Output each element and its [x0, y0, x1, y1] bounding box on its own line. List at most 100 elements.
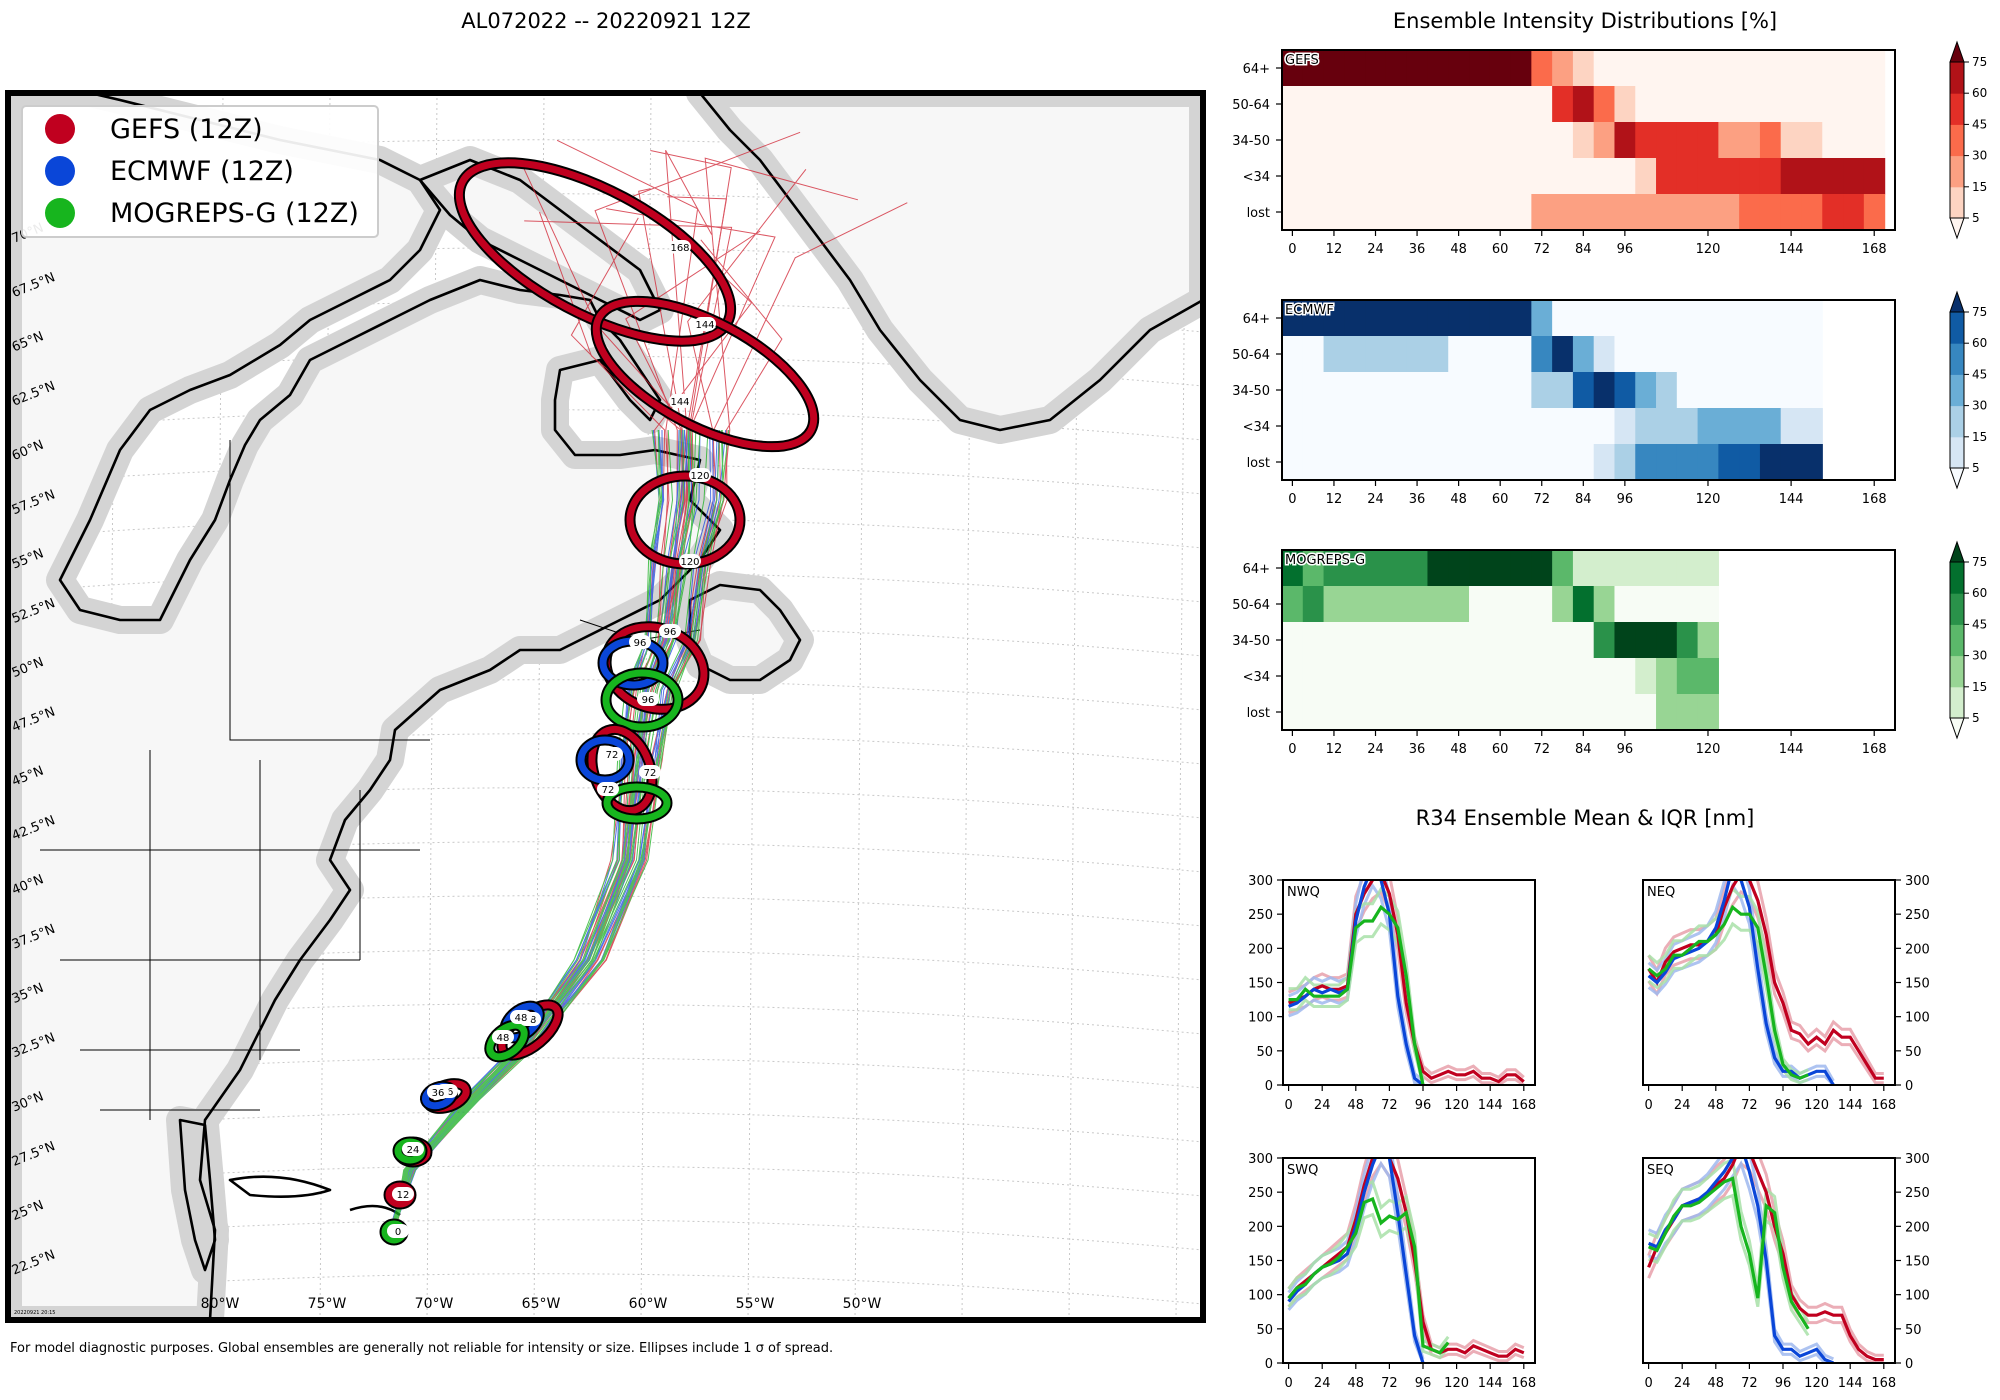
heatmap-cell: [1759, 372, 1782, 409]
mean-line-ecmwf: [1287, 880, 1425, 1085]
heatmap-mogrepsg: MOGREPS-G 64+ 50-64 34-50 <34 lost 0 12 24 36 48 60…: [1232, 540, 1987, 757]
y-tick-label: 100: [1905, 1011, 1930, 1026]
heatmap-cell: [1552, 86, 1574, 123]
heatmap-cell: [1323, 586, 1345, 623]
timestamp-stamp: 20220921 20:15: [14, 1310, 55, 1316]
heatmap-cell: [1427, 586, 1449, 623]
row-label: <34: [1243, 170, 1270, 185]
colorbar-tick-label: 15: [1972, 680, 1987, 694]
heatmap-cell: [1593, 586, 1616, 623]
heatmap-cell: [1676, 444, 1699, 481]
x-tick-label: 36: [1409, 242, 1426, 257]
heatmap-cell: [1572, 550, 1595, 587]
r34-series-group: [1647, 1158, 1884, 1363]
x-tick-label: 48: [1348, 1098, 1365, 1113]
lon-label: 50°W: [843, 1296, 882, 1312]
heatmap-cell: [1739, 122, 1761, 159]
x-tick-label: 12: [1326, 742, 1343, 757]
y-tick-label: 100: [1905, 1289, 1930, 1304]
x-tick-label: 36: [1409, 742, 1426, 757]
heatmap-cell: [1759, 408, 1782, 445]
tau-label-bg: [492, 1030, 514, 1044]
heatmap-cell: [1780, 194, 1803, 231]
tau-label: 144: [695, 320, 714, 331]
heatmap-cell: [1614, 336, 1636, 373]
heatmap-cell: [1614, 586, 1636, 623]
heatmap-cell: [1635, 336, 1657, 373]
colorbar-segment: [1950, 93, 1964, 125]
r34-chart-title: SWQ: [1287, 1163, 1318, 1178]
heatmap-cell: [1406, 300, 1429, 337]
heatmap-cell: [1323, 694, 1345, 731]
x-tick-label: 24: [1367, 742, 1384, 757]
map-legend: GEFS (12Z) ECMWF (12Z) MOGREPS-G (12Z): [21, 105, 379, 238]
heatmap-cell: [1344, 550, 1366, 587]
heatmap-cell: [1780, 336, 1803, 373]
heatmap-cell: [1406, 372, 1429, 409]
heatmap-cell: [1635, 586, 1657, 623]
heatmap-cell: [1780, 444, 1803, 481]
heatmap-cell: [1385, 50, 1408, 87]
tau-label-bg: [427, 1085, 449, 1099]
heatmap-cell: [1614, 194, 1636, 231]
y-tick-label: 200: [1905, 1220, 1930, 1235]
heatmap-cell: [1282, 300, 1304, 337]
heatmap-cell: [1676, 550, 1699, 587]
x-tick-label: 24: [1674, 1098, 1691, 1113]
colorbar-segment: [1950, 374, 1964, 407]
tau-label-bg: [510, 1010, 532, 1024]
r34-series-group: [1647, 880, 1884, 1085]
heatmap-cell: [1656, 50, 1678, 87]
heatmap-cell: [1365, 194, 1387, 231]
heatmap-cell: [1282, 122, 1304, 159]
heatmap-cell: [1448, 300, 1470, 337]
heatmap-cell: [1282, 550, 1304, 587]
heatmap-cell: [1365, 586, 1387, 623]
x-tick-label: 144: [1478, 1376, 1503, 1391]
tau-label-bg: [679, 554, 701, 568]
heatmap-cell: [1302, 372, 1325, 409]
heatmap-cell: [1552, 550, 1574, 587]
row-label: 64+: [1243, 62, 1270, 77]
track-line: [393, 429, 724, 1233]
heatmap-cell: [1593, 122, 1616, 159]
heatmap-cell: [1552, 194, 1574, 231]
heatmap-cell: [1448, 86, 1470, 123]
heatmap-cell: [1531, 408, 1553, 445]
heatmap-cell: [1635, 550, 1657, 587]
heatmap-cell: [1365, 622, 1387, 659]
heatmap-cell: [1427, 336, 1449, 373]
heatmap-cell: [1552, 694, 1574, 731]
x-tick-label: 72: [1533, 242, 1550, 257]
heatmap-cell: [1801, 86, 1823, 123]
heatmap-cell: [1801, 300, 1823, 337]
heatmap-cell: [1739, 372, 1761, 409]
heatmap-cell: [1448, 122, 1470, 159]
heatmap-cell: [1572, 694, 1595, 731]
tau-label: 168: [670, 243, 689, 254]
x-tick-label: 60: [1492, 492, 1509, 507]
heatmap-cell: [1489, 408, 1512, 445]
heatmap-cell: [1282, 622, 1304, 659]
x-tick-label: 84: [1575, 492, 1592, 507]
heatmap-cell: [1344, 300, 1366, 337]
colorbar-segment: [1950, 312, 1964, 344]
heatmap-cell: [1469, 194, 1491, 231]
colorbar-extend-min: [1949, 217, 1965, 240]
heatmap-cell: [1427, 372, 1449, 409]
heatmap-cell: [1385, 372, 1408, 409]
tau-label: 144: [670, 397, 689, 408]
heatmap-cell: [1635, 194, 1657, 231]
heatmap-cell: [1759, 158, 1782, 195]
r34-chart-swq: SWQ 0 24 48 72 96 120 144 168 0 50 100 150 200 250 300: [1248, 1152, 1536, 1391]
colorbar-segment: [1950, 124, 1964, 157]
tau-label: 0: [395, 1227, 401, 1238]
tau-label-bg: [392, 1187, 414, 1201]
heatmap-cell: [1697, 194, 1719, 231]
heatmap-cell: [1302, 550, 1325, 587]
colorbar-tick-label: 30: [1972, 399, 1987, 413]
x-tick-label: 48: [1450, 742, 1467, 757]
colorbar-segment: [1950, 436, 1964, 469]
row-label: 64+: [1243, 312, 1270, 327]
heatmap-cell: [1718, 372, 1740, 409]
